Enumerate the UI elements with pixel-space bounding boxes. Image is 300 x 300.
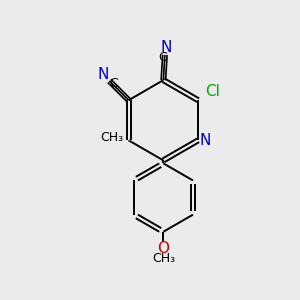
Text: C: C — [158, 51, 167, 64]
Text: N: N — [200, 133, 211, 148]
Text: N: N — [98, 67, 109, 82]
Text: N: N — [161, 40, 172, 55]
Text: O: O — [158, 242, 169, 256]
Text: CH₃: CH₃ — [101, 131, 124, 144]
Text: CH₃: CH₃ — [152, 252, 175, 265]
Text: C: C — [110, 77, 118, 90]
Text: Cl: Cl — [206, 84, 220, 99]
